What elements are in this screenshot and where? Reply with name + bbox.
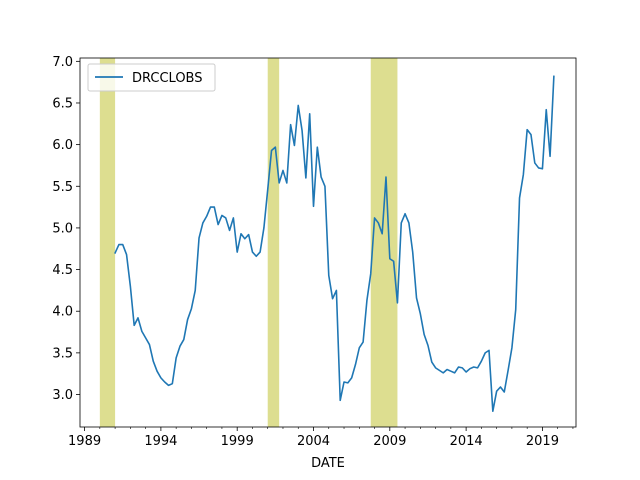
- series-line-drcclobs: [114, 75, 555, 412]
- x-tick-label: 1989: [68, 434, 101, 449]
- x-axis-title: DATE: [311, 456, 345, 471]
- y-tick-label: 3.0: [52, 388, 73, 403]
- y-tick-label: 3.5: [52, 346, 73, 361]
- series-layer: [114, 75, 555, 412]
- plot-frame: [79, 57, 577, 428]
- recession-shading-layer: [99, 58, 398, 427]
- recession-band-2: [267, 58, 280, 427]
- y-tick-label: 7.0: [52, 55, 73, 70]
- legend-box: [87, 63, 216, 92]
- x-tick-label: 2009: [373, 434, 406, 449]
- x-axis-ticks: 1989 1994 1999 2004 2009 2014 2019: [68, 427, 574, 449]
- x-tick-label: 1994: [144, 434, 177, 449]
- y-tick-label: 4.0: [52, 305, 73, 320]
- x-tick-label: 2014: [450, 434, 483, 449]
- y-tick-label: 5.5: [52, 180, 73, 195]
- legend: DRCCLOBS: [87, 63, 216, 92]
- recession-band-1: [99, 58, 116, 427]
- y-tick-label: 4.5: [52, 263, 73, 278]
- y-axis-ticks: 3.0 3.5 4.0 4.5 5.0 5.5 6.0 6.5 7.0: [52, 55, 80, 403]
- x-tick-label: 2004: [297, 434, 330, 449]
- recession-band-3: [370, 58, 398, 427]
- x-tick-label: 2019: [526, 434, 559, 449]
- legend-entry-label: DRCCLOBS: [132, 71, 203, 86]
- y-tick-label: 6.0: [52, 138, 73, 153]
- y-tick-label: 6.5: [52, 96, 73, 111]
- x-tick-label: 1999: [221, 434, 254, 449]
- y-tick-label: 5.0: [52, 221, 73, 236]
